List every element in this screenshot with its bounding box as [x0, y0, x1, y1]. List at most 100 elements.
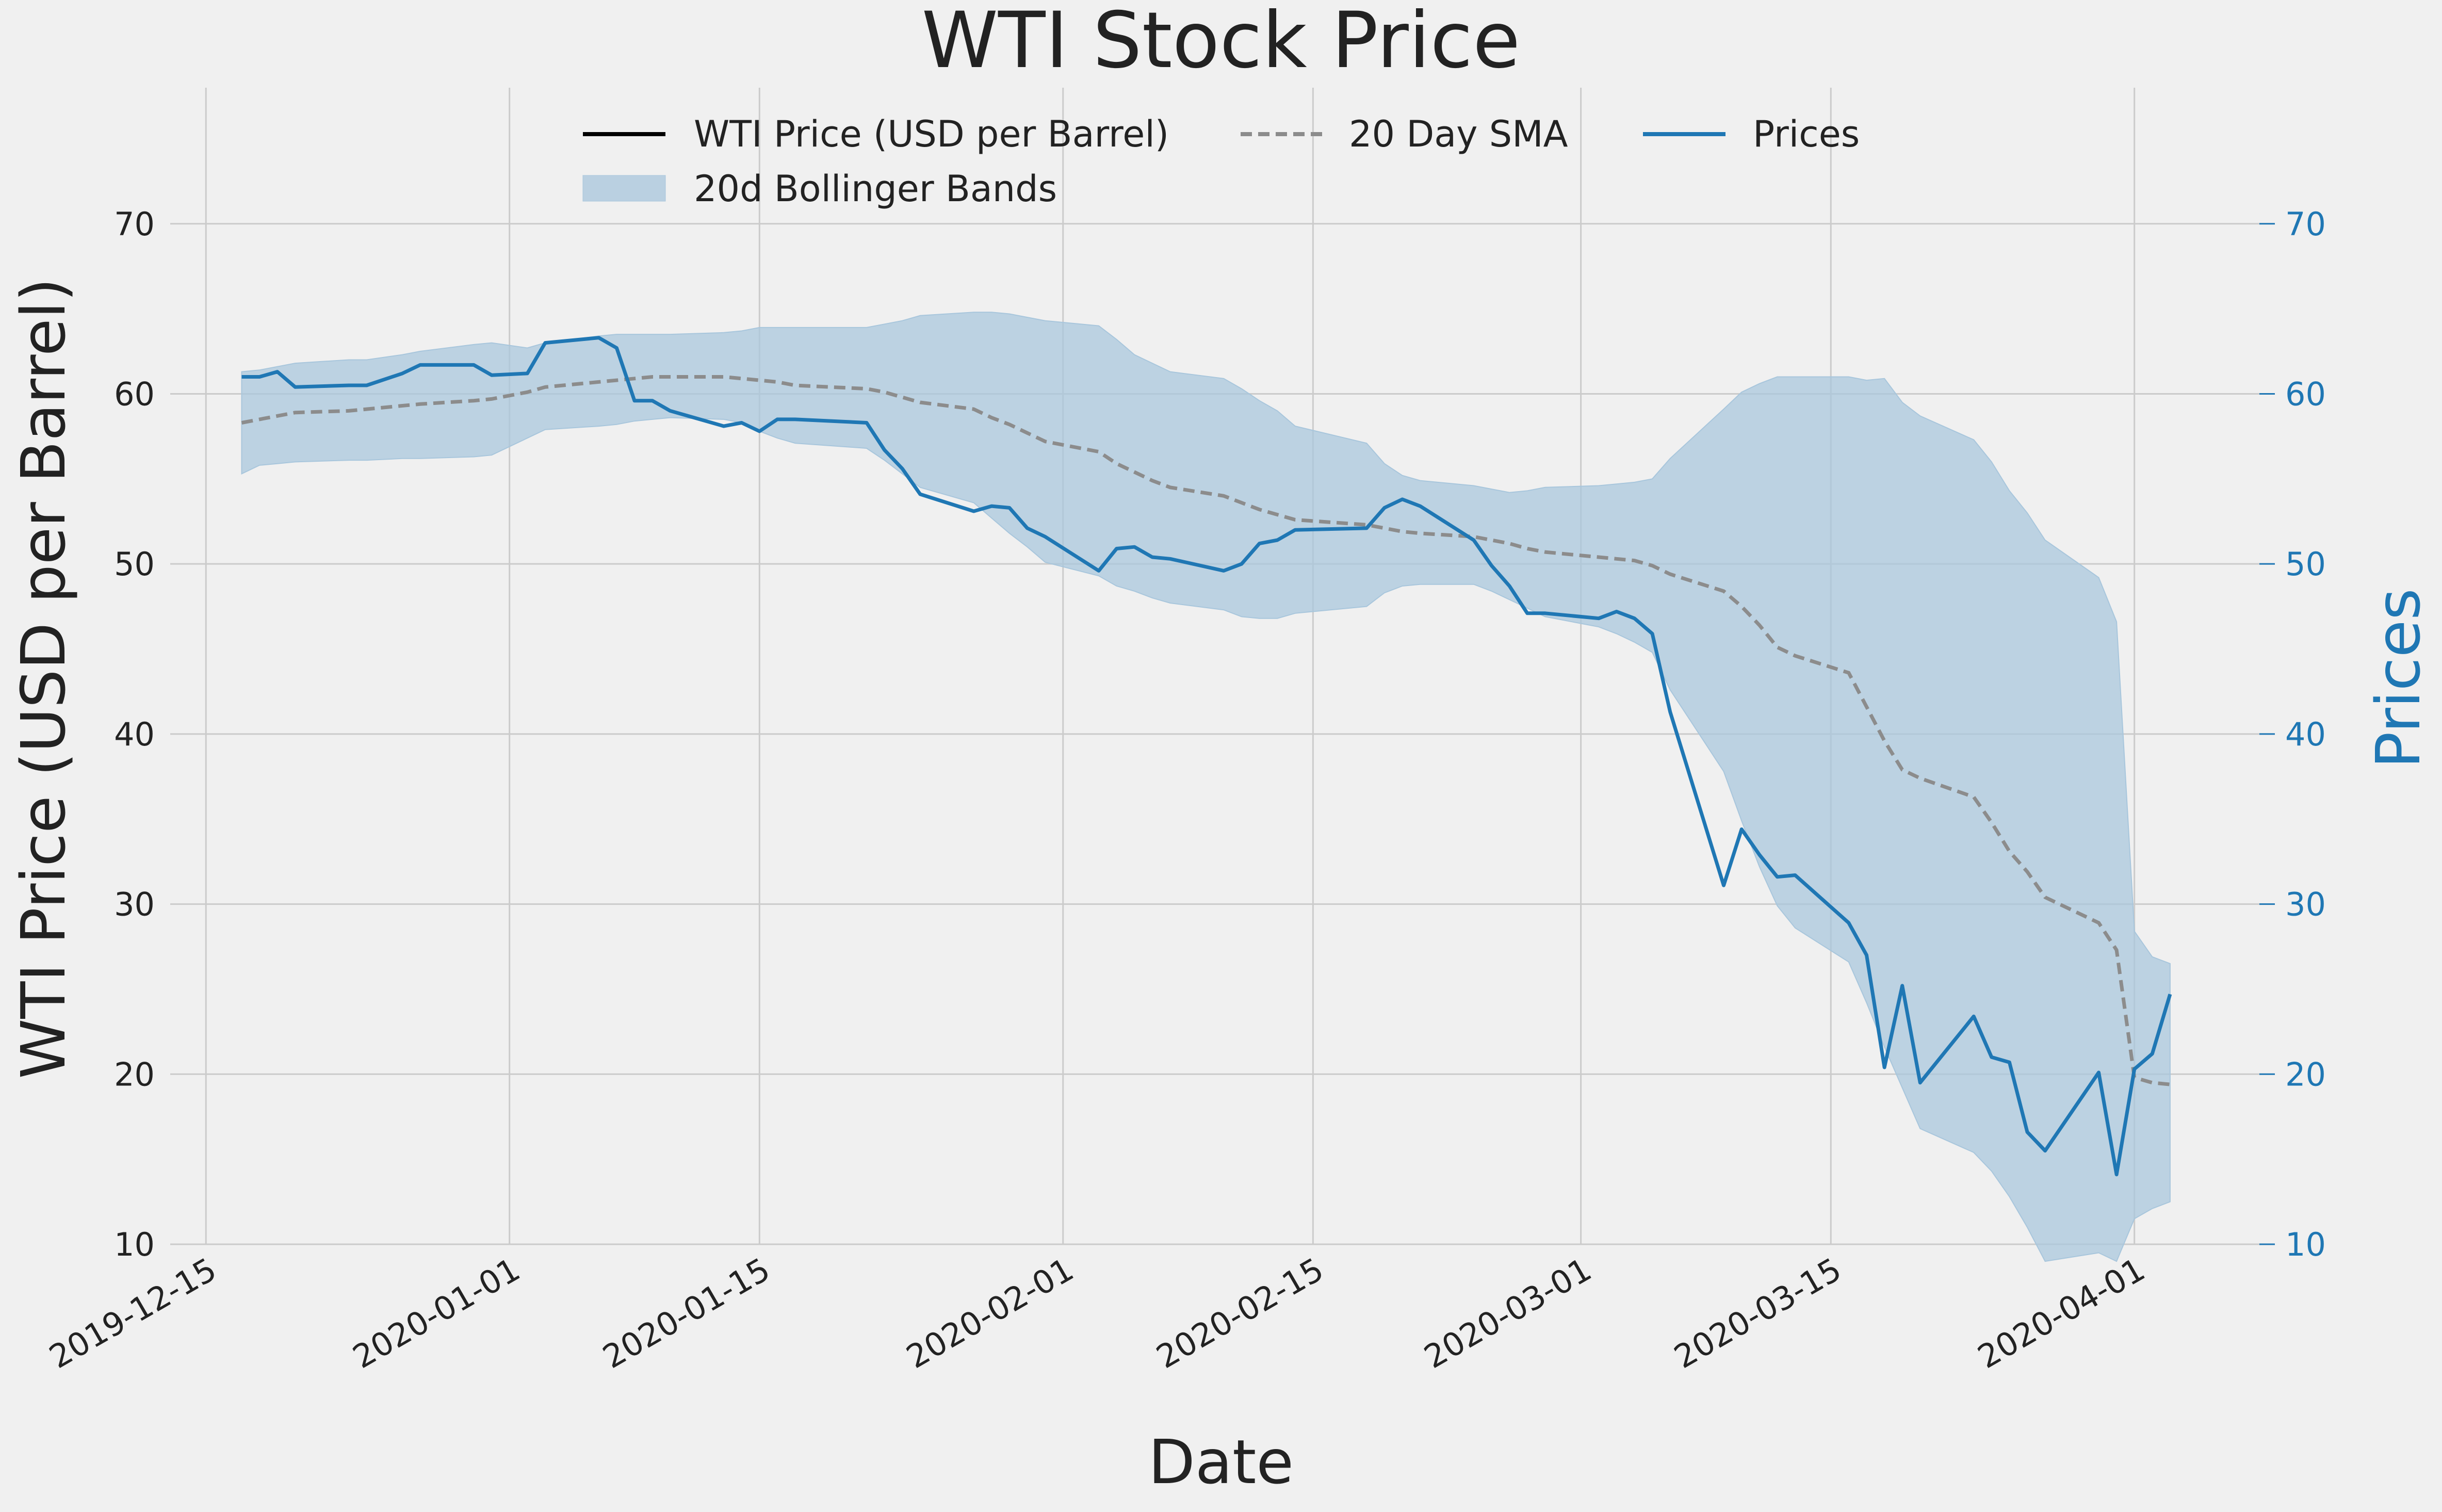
price-point — [1097, 568, 1101, 573]
price-point — [1650, 631, 1654, 636]
price-point — [2114, 1173, 2119, 1177]
price-point — [1025, 526, 1030, 530]
price-point — [1258, 542, 1262, 546]
price-point — [793, 417, 797, 421]
price-point — [1615, 610, 1619, 614]
price-point — [275, 370, 280, 374]
price-point — [2097, 1070, 2101, 1075]
legend-label-sma: 20 Day SMA — [1349, 113, 1568, 155]
price-point — [1007, 506, 1012, 510]
chart-title: WTI Stock Price — [922, 0, 1521, 86]
price-point — [1364, 526, 1369, 530]
price-point — [1918, 1081, 1922, 1085]
legend-label-bands: 20d Bollinger Bands — [694, 168, 1057, 210]
price-point — [1633, 616, 1637, 621]
price-point — [1222, 568, 1226, 573]
price-point — [1525, 611, 1529, 615]
price-point — [989, 504, 994, 508]
y-axis-label-right: Prices — [2363, 588, 2434, 768]
price-point — [918, 492, 922, 496]
price-point — [1418, 504, 1422, 508]
price-point — [1739, 827, 1744, 832]
legend: WTI Price (USD per Barrel) 20 Day SMA Pr… — [582, 113, 1860, 210]
price-point — [490, 373, 494, 377]
bollinger-band-area — [241, 312, 2171, 1262]
price-point — [1401, 497, 1405, 501]
price-point — [775, 417, 779, 421]
price-line-layer — [241, 336, 2172, 1177]
price-point — [1865, 953, 1869, 957]
price-point — [1668, 710, 1672, 714]
price-point — [2168, 992, 2172, 996]
price-point — [1775, 875, 1779, 879]
price-point — [400, 371, 404, 376]
price-point — [883, 448, 887, 452]
price-point — [865, 421, 869, 425]
price-point — [1793, 873, 1797, 877]
price-point — [418, 363, 422, 367]
price-point — [2025, 1130, 2029, 1134]
price-point — [365, 383, 369, 387]
x-axis-label: Date — [1148, 1426, 1294, 1498]
price-point — [1972, 1014, 1976, 1018]
y-tick-label-right: 20 — [2285, 1055, 2326, 1093]
price-line — [241, 336, 2172, 1177]
price-point — [972, 509, 976, 513]
y-tick-label-right: 50 — [2285, 545, 2326, 583]
price-point — [1543, 611, 1547, 615]
y-tick-label-right: 30 — [2285, 886, 2326, 923]
price-point — [1240, 562, 1244, 566]
price-point — [2007, 1060, 2011, 1064]
price-point — [543, 341, 547, 345]
price-point — [1757, 853, 1762, 857]
legend-label-prices: Prices — [1753, 113, 1860, 155]
bollinger-band-layer — [241, 312, 2171, 1262]
price-point — [668, 409, 672, 413]
price-point — [1900, 984, 1904, 988]
y-tick-label-left: 40 — [114, 716, 155, 753]
sma-line-layer — [241, 375, 2171, 1086]
y-tick-label-left: 60 — [114, 375, 155, 413]
price-point — [1150, 555, 1154, 559]
price-point — [257, 375, 262, 379]
price-point — [1275, 538, 1279, 542]
price-point — [740, 421, 744, 425]
price-point — [900, 467, 904, 471]
price-point — [1382, 506, 1387, 510]
y-tick-label-right: 70 — [2285, 205, 2326, 243]
y-tick-label-right: 40 — [2285, 716, 2326, 753]
price-point — [1115, 547, 1119, 551]
y-tick-label-left: 70 — [114, 205, 155, 243]
price-point — [1597, 616, 1601, 621]
price-point — [1293, 528, 1297, 532]
price-point — [1490, 564, 1494, 568]
price-point — [1168, 557, 1173, 561]
price-point — [1722, 883, 1726, 887]
price-point — [597, 336, 601, 340]
price-point — [1990, 1055, 1994, 1059]
price-point — [614, 346, 618, 350]
price-point — [1472, 538, 1476, 542]
price-point — [525, 371, 529, 376]
price-point — [1882, 1065, 1886, 1069]
price-point — [293, 385, 297, 389]
price-point — [757, 429, 761, 433]
y-tick-label-right: 10 — [2285, 1226, 2326, 1263]
price-point — [1132, 545, 1136, 549]
price-point — [2150, 1052, 2154, 1056]
y-tick-label-left: 30 — [114, 886, 155, 923]
price-point — [2043, 1149, 2047, 1153]
sma-line — [241, 375, 2171, 1086]
price-point — [2132, 1067, 2137, 1071]
price-point — [722, 424, 726, 428]
price-point — [650, 399, 655, 403]
y-tick-label-left: 50 — [114, 545, 155, 583]
price-point — [1847, 921, 1851, 925]
price-point — [1043, 534, 1047, 539]
y-axis-label-left: WTI Price (USD per Barrel) — [8, 278, 79, 1079]
y-tick-label-left: 10 — [114, 1226, 155, 1263]
price-point — [1507, 584, 1511, 588]
y-tick-label-left: 20 — [114, 1055, 155, 1093]
